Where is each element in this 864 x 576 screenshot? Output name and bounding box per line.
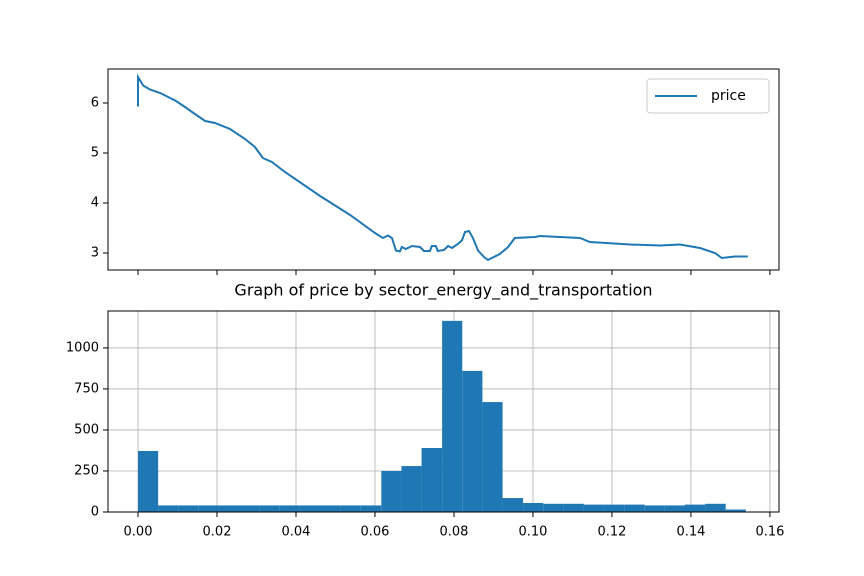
bar bbox=[563, 503, 584, 512]
y-tick-label: 6 bbox=[91, 96, 99, 111]
bar bbox=[462, 370, 483, 512]
bar bbox=[604, 504, 625, 512]
x-tick-label: 0.06 bbox=[361, 525, 390, 540]
y-tick-label: 0 bbox=[91, 505, 99, 520]
bar bbox=[259, 505, 280, 512]
y-tick-label: 750 bbox=[74, 381, 99, 396]
bar bbox=[725, 509, 746, 512]
bar bbox=[218, 505, 240, 512]
x-tick-label: 0.04 bbox=[282, 525, 311, 540]
y-tick-label: 3 bbox=[91, 246, 99, 261]
bar bbox=[543, 503, 564, 512]
y-tick-label: 5 bbox=[91, 146, 99, 161]
bar bbox=[340, 505, 361, 512]
x-tick-label: 0.02 bbox=[203, 525, 232, 540]
y-tick-label: 4 bbox=[91, 196, 99, 211]
x-tick-label: 0.14 bbox=[676, 525, 705, 540]
bar bbox=[583, 504, 605, 512]
bar bbox=[624, 504, 645, 512]
axes: 3 4 5 6 price bbox=[91, 68, 780, 275]
bar bbox=[381, 470, 402, 512]
y-tick-label: 500 bbox=[74, 422, 99, 437]
bar bbox=[685, 504, 706, 512]
bar bbox=[644, 505, 665, 512]
bar bbox=[482, 402, 503, 512]
legend-label: price bbox=[711, 88, 746, 104]
x-tick-label: 0.00 bbox=[124, 525, 153, 540]
bar bbox=[178, 505, 199, 512]
bar bbox=[442, 320, 463, 512]
chart-title: Graph of price by sector_energy_and_tran… bbox=[234, 281, 652, 301]
axes-frame bbox=[107, 68, 780, 271]
axes-frame bbox=[107, 310, 780, 513]
y-tick-label: 1000 bbox=[66, 340, 99, 355]
x-tick-label: 0.10 bbox=[518, 525, 547, 540]
bar bbox=[421, 448, 443, 512]
bar bbox=[279, 505, 300, 512]
x-tick-label: 0.16 bbox=[755, 525, 784, 540]
bar bbox=[360, 505, 382, 512]
bar bbox=[401, 466, 422, 512]
legend-box bbox=[646, 78, 770, 114]
bar bbox=[299, 505, 321, 512]
bar bbox=[320, 505, 341, 512]
bar bbox=[705, 503, 726, 512]
bar bbox=[138, 450, 159, 512]
x-tick-label: 0.08 bbox=[439, 525, 468, 540]
bar bbox=[158, 505, 179, 512]
bar bbox=[664, 505, 686, 512]
bar bbox=[239, 505, 260, 512]
axes: Graph of price by sector_energy_and_tran… bbox=[66, 281, 784, 540]
x-tick-label: 0.12 bbox=[597, 525, 626, 540]
line bbox=[137, 73, 748, 262]
y-tick-label: 250 bbox=[74, 463, 99, 478]
bar bbox=[523, 502, 544, 512]
bar bbox=[198, 505, 219, 512]
bar bbox=[502, 498, 524, 512]
